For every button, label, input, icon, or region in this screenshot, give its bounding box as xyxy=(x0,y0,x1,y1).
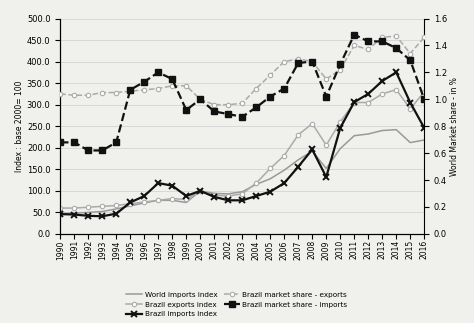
Y-axis label: World Market share - in %: World Market share - in % xyxy=(450,77,459,176)
Y-axis label: Index : base 2000= 100: Index : base 2000= 100 xyxy=(15,80,24,172)
Legend: World imports index, Brazil exports index, Brazil imports index, Brazil market s: World imports index, Brazil exports inde… xyxy=(124,290,350,319)
